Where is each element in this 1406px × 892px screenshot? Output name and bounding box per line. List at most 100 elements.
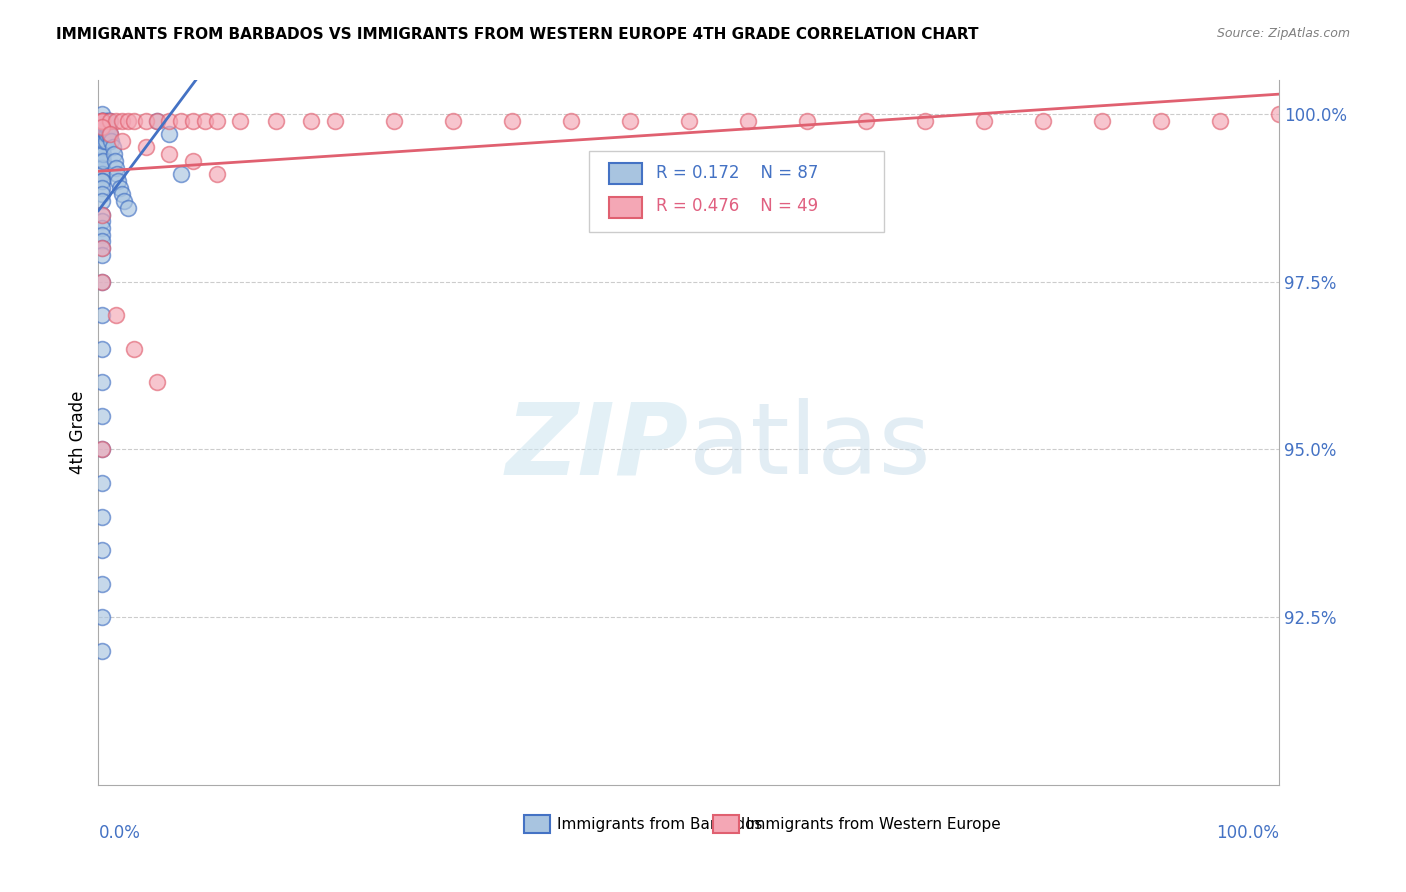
Point [91,187,114,202]
Point [91,107,114,121]
Point [91,127,114,141]
Point [229,113,252,128]
Point [93,120,115,135]
Point [91,134,114,148]
Point [105,113,128,128]
Point [91,161,114,175]
Point [91,113,114,128]
Point [96,113,118,128]
Point [91,134,114,148]
Bar [713,815,738,833]
Point [98,127,121,141]
Point [107,174,129,188]
Point [111,134,134,148]
Point [91,194,114,208]
Point [93,127,115,141]
Text: Immigrants from Barbados: Immigrants from Barbados [557,816,762,831]
Point [157,147,180,161]
Point [560,113,582,128]
Text: IMMIGRANTS FROM BARBADOS VS IMMIGRANTS FROM WESTERN EUROPE 4TH GRADE CORRELATION: IMMIGRANTS FROM BARBADOS VS IMMIGRANTS F… [56,27,979,42]
Point [91,308,114,322]
Point [91,241,114,255]
Point [98,127,121,141]
Point [299,113,322,128]
Point [103,147,125,161]
Point [105,167,128,181]
Point [619,113,641,128]
Point [98,113,121,128]
FancyBboxPatch shape [589,151,884,232]
Point [91,207,114,221]
Text: Source: ZipAtlas.com: Source: ZipAtlas.com [1216,27,1350,40]
Point [91,113,114,128]
Point [96,120,118,135]
Point [1032,113,1054,128]
Text: 0.0%: 0.0% [98,823,141,842]
Point [94,120,117,135]
Point [111,187,134,202]
Point [91,113,114,128]
Point [91,147,114,161]
Point [104,153,127,168]
Point [194,113,217,128]
Point [91,214,114,228]
Point [170,113,193,128]
Point [146,376,169,390]
Point [91,120,114,135]
Point [94,127,117,141]
Point [382,113,405,128]
Point [105,161,128,175]
Point [91,180,114,194]
Point [97,120,120,135]
Point [91,147,114,161]
Point [91,153,114,168]
Point [91,127,114,141]
Text: R = 0.172    N = 87: R = 0.172 N = 87 [655,163,818,182]
Point [98,127,121,141]
Point [205,113,228,128]
Point [91,543,114,558]
Point [98,113,121,128]
Point [91,120,114,135]
Point [91,167,114,181]
Point [91,409,114,423]
Point [914,113,936,128]
Point [1268,107,1291,121]
Point [441,113,464,128]
Point [91,248,114,262]
Point [91,275,114,289]
Point [91,120,114,135]
Point [135,140,157,154]
Point [91,207,114,221]
Point [170,167,193,181]
Point [98,113,121,128]
Point [181,153,204,168]
Point [111,113,134,128]
Text: ZIP: ZIP [506,398,689,495]
Point [91,140,114,154]
Text: atlas: atlas [689,398,931,495]
Point [973,113,995,128]
Point [91,376,114,390]
Point [205,167,228,181]
Point [91,134,114,148]
Text: R = 0.476    N = 49: R = 0.476 N = 49 [655,197,818,215]
Point [91,140,114,154]
Point [91,167,114,181]
Point [94,134,117,148]
Point [91,342,114,356]
Point [146,113,169,128]
Point [91,509,114,524]
Point [112,194,135,208]
Point [1209,113,1232,128]
Point [101,140,124,154]
Point [91,475,114,490]
Bar [609,162,641,184]
Point [94,113,117,128]
Point [122,113,145,128]
Point [91,127,114,141]
Point [1091,113,1114,128]
Text: 100.0%: 100.0% [1216,823,1279,842]
Point [91,174,114,188]
Point [91,275,114,289]
